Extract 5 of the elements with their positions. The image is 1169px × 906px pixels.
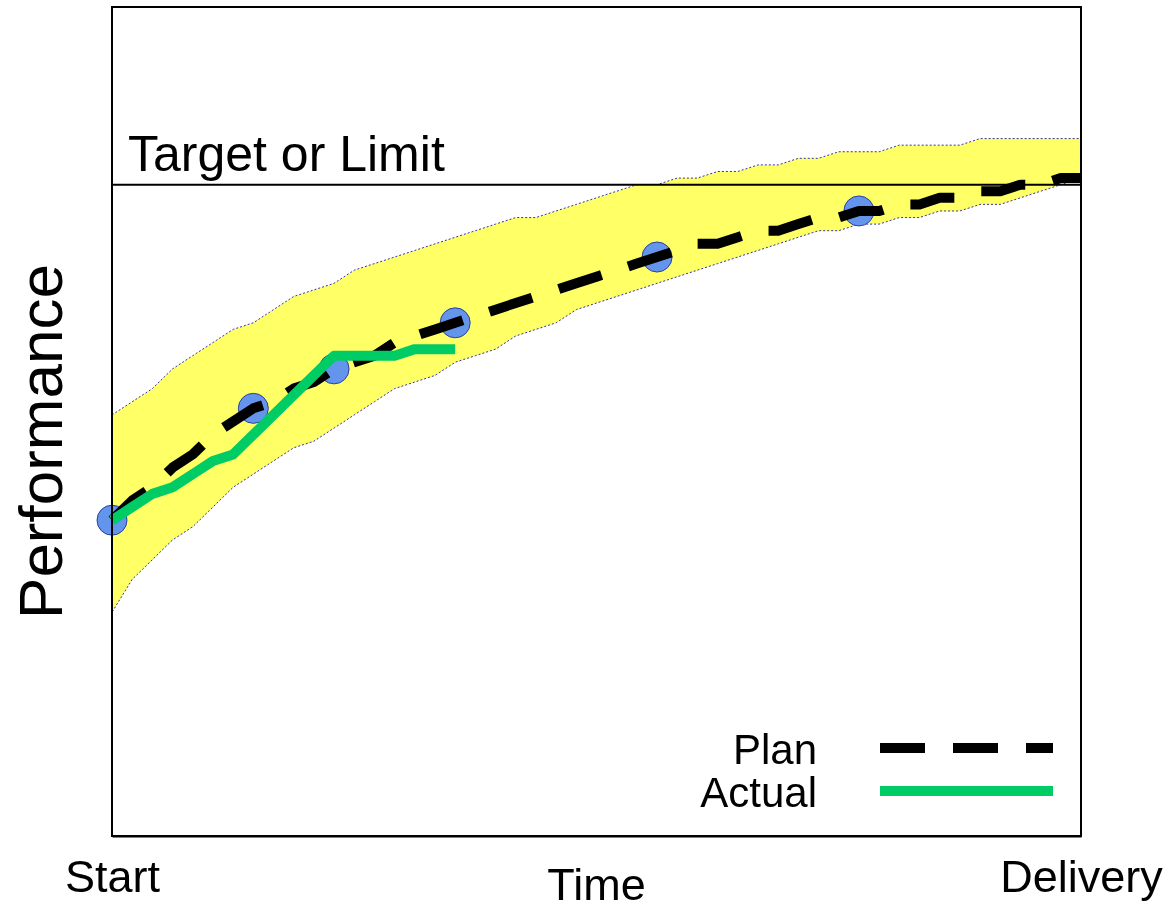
x-tick-label: Delivery — [1000, 850, 1164, 902]
ref-line-label: Target or Limit — [128, 125, 445, 182]
x-axis-title: Time — [547, 859, 646, 906]
y-axis-title: Performance — [6, 264, 75, 619]
x-tick-label: Start — [64, 850, 161, 902]
